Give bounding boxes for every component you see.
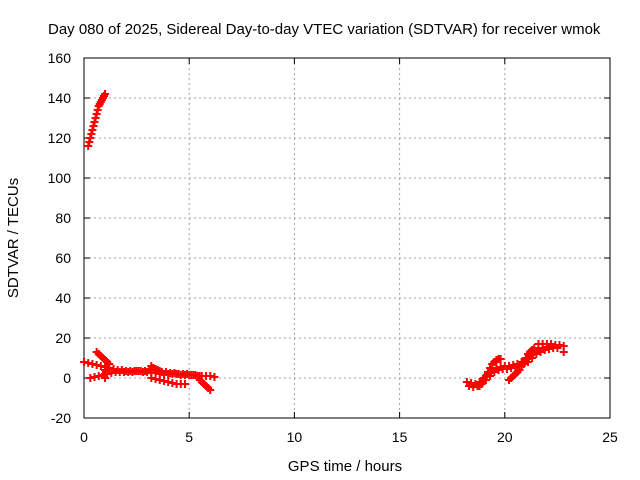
y-tick-label: 80 — [55, 210, 71, 226]
data-point — [91, 114, 100, 122]
axis-ticks: 0 5 10 15 20 25 -20 0 20 40 60 80 100 120 140 160 — [48, 50, 618, 445]
data-point — [536, 348, 545, 356]
x-tick-label: 0 — [80, 429, 88, 445]
data-point — [553, 344, 562, 352]
data-point — [210, 373, 219, 381]
x-tick-label: 15 — [392, 429, 408, 445]
data-point — [92, 110, 101, 118]
data-point — [496, 355, 505, 363]
y-tick-label: 20 — [55, 330, 71, 346]
data-point — [90, 118, 99, 126]
data-points — [80, 90, 568, 394]
data-point — [559, 348, 568, 356]
grid — [84, 58, 610, 418]
x-tick-label: 5 — [185, 429, 193, 445]
series-high-arc — [84, 90, 110, 150]
data-point — [530, 344, 539, 352]
y-tick-label: 160 — [48, 50, 72, 66]
data-point — [84, 142, 93, 150]
chart-title: Day 080 of 2025, Sidereal Day-to-day VTE… — [48, 21, 601, 38]
y-axis-label: SDTVAR / TECUs — [5, 178, 22, 298]
y-tick-label: 40 — [55, 290, 71, 306]
series-morning-streaks — [92, 348, 219, 394]
data-point — [532, 350, 541, 358]
x-axis-label: GPS time / hours — [288, 458, 402, 475]
data-point — [93, 106, 102, 114]
plot-frame — [83, 57, 611, 419]
data-point — [86, 134, 95, 142]
x-tick-label: 25 — [602, 429, 618, 445]
y-tick-label: 100 — [48, 170, 72, 186]
data-point — [206, 386, 215, 394]
y-tick-label: 140 — [48, 90, 72, 106]
series-evening-streaks — [475, 340, 568, 390]
data-point — [101, 374, 110, 382]
y-tick-label: 0 — [63, 370, 71, 386]
data-point — [547, 340, 556, 348]
x-tick-label: 10 — [287, 429, 303, 445]
data-point — [101, 90, 110, 98]
y-tick-label: 60 — [55, 250, 71, 266]
data-point — [87, 130, 96, 138]
data-point — [180, 380, 189, 388]
y-tick-label: -20 — [51, 410, 71, 426]
data-point — [88, 126, 97, 134]
data-point — [89, 122, 98, 130]
data-point — [105, 360, 114, 368]
data-point — [85, 138, 94, 146]
y-tick-label: 120 — [48, 130, 72, 146]
x-tick-label: 20 — [497, 429, 513, 445]
data-point — [155, 367, 164, 375]
